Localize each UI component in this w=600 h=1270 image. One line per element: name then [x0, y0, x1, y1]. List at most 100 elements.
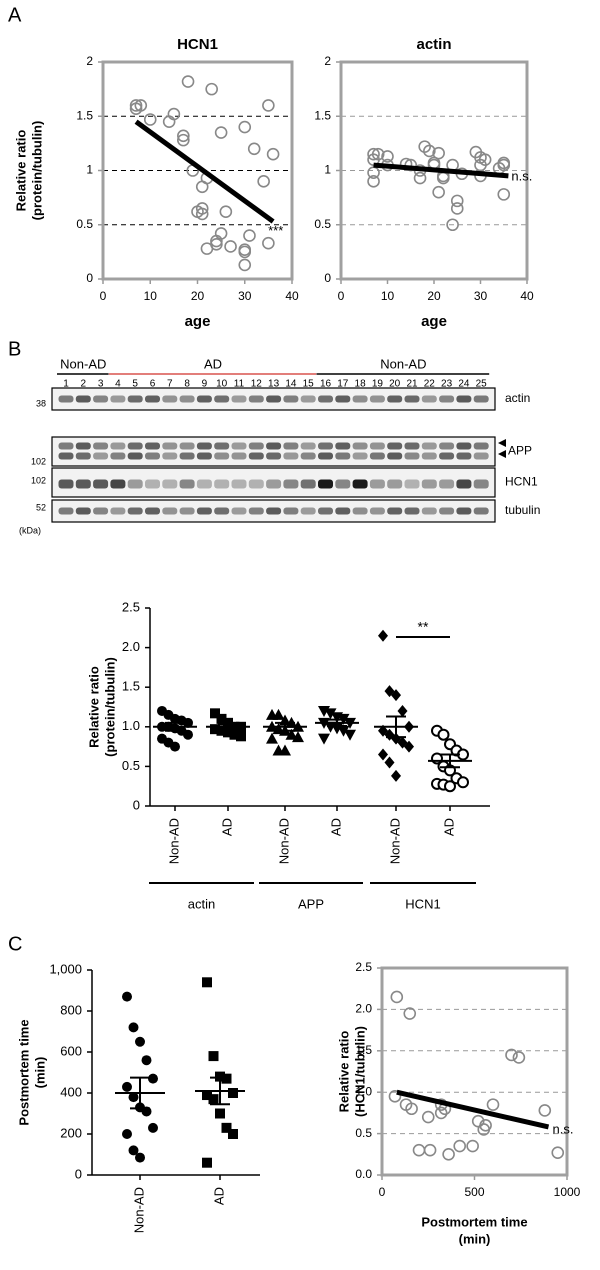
blot-band — [214, 442, 230, 450]
blot-band — [369, 442, 385, 450]
blot-band — [404, 395, 420, 403]
y-tick-label: 1.0 — [122, 718, 140, 733]
x-tick-label: 0 — [100, 289, 107, 303]
data-point — [391, 769, 401, 782]
blot-band — [283, 442, 299, 450]
data-point — [134, 99, 148, 112]
data-point — [403, 1007, 417, 1020]
blot-band — [248, 442, 264, 450]
blot-band — [93, 479, 109, 489]
lane-number: 7 — [167, 379, 173, 390]
error-bar — [218, 723, 238, 731]
blot-band — [93, 442, 109, 450]
band-label: tubulin — [505, 503, 540, 517]
data-point — [381, 150, 394, 163]
blot-band — [196, 479, 212, 489]
data-point — [243, 229, 256, 242]
band-label: actin — [505, 391, 530, 405]
data-point — [421, 1110, 435, 1124]
blot-band — [93, 452, 109, 460]
blot-band — [75, 507, 91, 515]
data-point — [437, 728, 450, 741]
blot-band — [248, 479, 264, 489]
y-tick-label: 1,000 — [49, 961, 82, 976]
blot-band — [300, 452, 316, 460]
blot-band — [214, 395, 230, 403]
x-tick-label: Non-AD — [276, 818, 291, 864]
data-point — [418, 140, 432, 153]
data-point — [505, 1048, 518, 1062]
lane-number: 22 — [424, 379, 436, 390]
y-tick-label: 0.5 — [314, 217, 331, 231]
lane-number: 8 — [184, 379, 190, 390]
blot-band — [162, 479, 178, 489]
blot-band — [162, 442, 178, 450]
data-point — [391, 689, 401, 702]
data-point — [215, 1108, 225, 1119]
blot-band — [352, 442, 368, 450]
blot-band — [214, 452, 230, 460]
data-point — [224, 240, 237, 253]
data-point — [279, 744, 291, 756]
annotation: n.s. — [511, 168, 532, 183]
data-point — [257, 175, 270, 188]
blot-band — [127, 442, 143, 450]
blot-band — [58, 452, 74, 460]
blot-band — [145, 452, 160, 460]
data-point — [384, 756, 395, 769]
blot-band — [369, 507, 385, 515]
x-axis-label: Postmortem time — [421, 1214, 527, 1229]
data-point — [195, 202, 209, 215]
data-point — [141, 1055, 152, 1066]
lane-number: 10 — [216, 379, 228, 390]
blot-band — [421, 395, 437, 403]
data-point — [238, 120, 252, 134]
blot-band — [318, 452, 333, 460]
y-tick-label: 0 — [75, 1166, 82, 1181]
data-point — [229, 729, 240, 740]
blot-band — [421, 479, 437, 489]
data-point — [390, 990, 404, 1004]
data-point — [466, 1139, 479, 1153]
blot-band — [439, 452, 455, 460]
blot-band — [387, 452, 403, 460]
blot-band — [421, 442, 437, 450]
lane-number: 20 — [389, 379, 401, 390]
x-tick-label: 20 — [427, 289, 441, 303]
y-axis-label: (protein/tubulin) — [29, 121, 44, 221]
fit-line — [373, 162, 509, 179]
y-tick-label: 0 — [324, 271, 331, 285]
blot-band — [93, 395, 109, 403]
blot-band — [214, 507, 230, 515]
data-point — [457, 776, 469, 789]
data-point — [236, 731, 246, 742]
y-axis-label: Relative ratio — [86, 666, 101, 748]
lane-number: 4 — [115, 379, 121, 390]
data-point — [148, 1122, 158, 1133]
blot-band — [404, 442, 420, 450]
data-point — [202, 977, 212, 988]
lane-number: 5 — [132, 379, 138, 390]
blot-band — [162, 507, 178, 515]
data-point — [486, 1098, 500, 1111]
x-tick-label: Non-AD — [387, 818, 402, 864]
blot-band — [387, 442, 403, 450]
group-label: Non-AD — [60, 356, 106, 371]
data-point — [432, 146, 445, 160]
error-bar — [210, 1076, 230, 1106]
plot-frame — [339, 60, 529, 281]
blot-band — [93, 507, 109, 515]
lane-number: 9 — [202, 379, 208, 390]
data-point — [202, 1090, 212, 1101]
blot-band — [473, 507, 489, 515]
y-tick-label: 2.5 — [122, 599, 140, 614]
x-tick-label: 40 — [285, 289, 299, 303]
lane-number: 23 — [441, 379, 453, 390]
blot-band — [300, 479, 316, 489]
data-point — [344, 729, 356, 741]
lane-number: 21 — [406, 379, 418, 390]
x-tick-label: Non-AD — [131, 1187, 146, 1233]
group-label: HCN1 — [405, 896, 440, 911]
error-bar — [275, 721, 295, 732]
